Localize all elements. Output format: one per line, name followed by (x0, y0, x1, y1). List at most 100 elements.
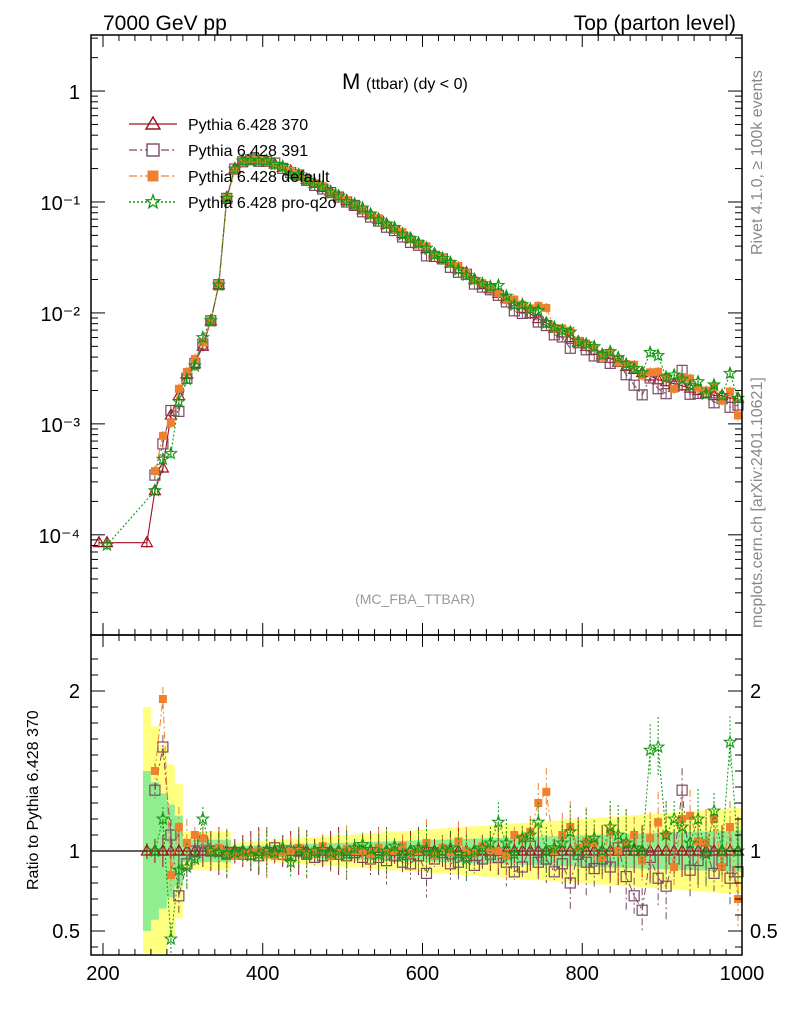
point-default (734, 411, 743, 420)
point-default (190, 831, 199, 839)
point-pro-q2o (203, 843, 218, 858)
point-default (230, 851, 239, 860)
y-tick-label-top-4: 1 (69, 82, 80, 104)
ratio-uncertainty-bands (142, 707, 743, 954)
plot-title-sub: (ttbar) (dy < 0) (366, 76, 468, 93)
point-pro-q2o (203, 313, 218, 327)
point-default (150, 767, 159, 775)
point-pro-q2o (291, 166, 306, 181)
point-default (430, 851, 439, 860)
point-default (470, 850, 479, 859)
point-pro-q2o (99, 537, 115, 552)
point-default (694, 383, 703, 392)
point-391 (676, 784, 688, 796)
point-391 (692, 854, 704, 867)
point-pro-q2o (531, 303, 546, 317)
point-pro-q2o (690, 811, 706, 826)
point-default (726, 387, 735, 396)
point-pro-q2o (467, 843, 482, 858)
point-pro-q2o (395, 848, 410, 862)
point-default (174, 823, 183, 831)
legend-marker-star (144, 193, 162, 210)
point-default (198, 338, 207, 347)
point-pro-q2o (459, 267, 474, 282)
point-391 (420, 867, 433, 880)
point-pro-q2o (547, 840, 562, 854)
legend-entry-391: Pythia 6.428 391 (129, 143, 308, 160)
point-default (574, 843, 583, 852)
point-default (326, 851, 335, 860)
point-pro-q2o (307, 175, 322, 190)
point-391 (660, 388, 672, 400)
y-tick-label-top-0: 10⁻⁴ (39, 526, 80, 548)
point-pro-q2o (387, 838, 402, 853)
point-pro-q2o (579, 835, 594, 850)
point-pro-q2o (155, 811, 171, 826)
point-default (414, 847, 423, 855)
point-pro-q2o (706, 377, 722, 391)
point-pro-q2o (435, 250, 450, 265)
point-370 (675, 843, 689, 856)
point-pro-q2o (171, 862, 187, 877)
legend-marker-square (146, 143, 160, 157)
ratio-frame (90, 634, 743, 956)
point-391 (165, 829, 177, 841)
point-default (590, 839, 599, 847)
point-pro-q2o (595, 347, 610, 361)
point-pro-q2o (227, 161, 242, 176)
point-pro-q2o (219, 190, 234, 205)
point-default (398, 842, 407, 851)
point-391 (444, 858, 457, 870)
point-pro-q2o (411, 840, 426, 854)
point-pro-q2o (459, 851, 474, 866)
point-pro-q2o (347, 840, 362, 854)
point-pro-q2o (275, 158, 290, 173)
y-tick-label-ratio-right-2: 2 (750, 681, 761, 703)
point-pro-q2o (698, 846, 714, 861)
ratio-ylabel: Ratio to Pythia 6.428 370 (25, 710, 42, 890)
point-pro-q2o (195, 811, 210, 826)
series-3 (99, 152, 746, 955)
point-pro-q2o (379, 843, 394, 858)
point-pro-q2o (619, 356, 634, 371)
point-default (542, 303, 551, 312)
x-tick-label-200: 200 (86, 963, 119, 985)
point-pro-q2o (650, 348, 666, 362)
y-tick-label-ratio-right-0.5: 0.5 (750, 921, 778, 943)
point-pro-q2o (427, 246, 442, 261)
point-391 (468, 859, 481, 872)
ratio-band-yellow (142, 707, 743, 954)
point-pro-q2o (363, 841, 378, 856)
point-pro-q2o (235, 153, 250, 167)
point-pro-q2o (451, 846, 466, 861)
point-pro-q2o (179, 371, 195, 386)
point-391 (157, 741, 169, 753)
point-391 (724, 401, 736, 413)
point-pro-q2o (315, 841, 330, 856)
point-pro-q2o (595, 843, 610, 858)
series-2 (150, 154, 743, 929)
point-pro-q2o (611, 350, 626, 364)
y-tick-label-ratio-left-0.5: 0.5 (52, 921, 80, 943)
point-pro-q2o (722, 734, 738, 749)
point-pro-q2o (403, 843, 418, 858)
point-default (478, 842, 487, 851)
point-391 (636, 389, 648, 401)
point-pro-q2o (722, 365, 738, 380)
point-default (238, 850, 247, 859)
point-pro-q2o (147, 843, 163, 858)
point-default (670, 384, 679, 393)
y-tick-label-ratio-left-1: 1 (69, 841, 80, 863)
mcplots-label: mcplots.cern.ch [arXiv:2401.10621] (749, 377, 766, 628)
legend-label-391: Pythia 6.428 391 (188, 143, 308, 160)
point-pro-q2o (627, 360, 642, 375)
point-default (270, 851, 279, 860)
point-default (158, 695, 167, 703)
point-default (222, 848, 231, 857)
point-pro-q2o (347, 196, 362, 211)
y-tick-label-ratio-left-2: 2 (69, 681, 80, 703)
point-391 (532, 856, 544, 868)
point-pro-q2o (611, 827, 626, 842)
point-pro-q2o (634, 843, 650, 858)
